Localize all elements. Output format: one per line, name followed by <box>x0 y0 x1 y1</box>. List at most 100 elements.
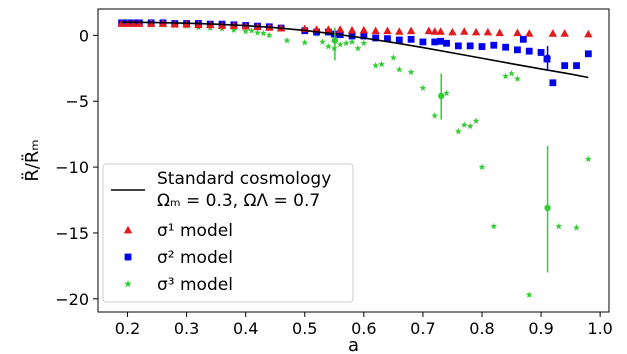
standard-cosmology-curve <box>121 21 589 79</box>
sigma3-point <box>573 224 580 231</box>
sigma2-point <box>407 35 415 43</box>
sigma3-point <box>407 68 415 76</box>
sigma3-point <box>389 54 397 61</box>
sigma3-point <box>283 37 291 44</box>
sigma3-point <box>301 38 309 46</box>
sigma1-point <box>584 29 593 38</box>
sigma3-point <box>443 89 450 97</box>
legend-label-sigma3-model: σ³ model <box>157 275 233 295</box>
legend-frame <box>102 163 354 303</box>
y-tick-label: −5 <box>65 92 89 111</box>
y-tick-label: −10 <box>55 158 89 177</box>
sigma1-point <box>430 27 439 35</box>
sigma2-point <box>549 79 557 87</box>
sigma1-point <box>347 25 357 34</box>
sigma3-point <box>472 117 480 124</box>
sigma3-point <box>431 112 439 119</box>
legend-star-swatch <box>124 280 132 288</box>
sigma2-point <box>490 41 498 49</box>
y-tick-label: −15 <box>55 224 89 243</box>
x-tick-label: 0.5 <box>292 319 317 338</box>
sigma1-point <box>525 29 534 37</box>
sigma3-point <box>254 29 261 36</box>
sigma3-point <box>525 291 533 298</box>
sigma3-point <box>259 29 267 37</box>
sigma1-point <box>483 27 493 36</box>
error-bar-center <box>438 92 445 100</box>
legend-square-swatch <box>124 253 132 261</box>
x-tick-label: 1.0 <box>587 319 612 338</box>
y-tick-label: −20 <box>55 290 89 309</box>
sigma1-point <box>395 27 404 35</box>
sigma3-point <box>372 62 380 69</box>
sigma2-point <box>395 36 403 44</box>
sigma2-point <box>537 49 545 56</box>
sigma2-point <box>502 43 510 51</box>
sigma2-point <box>431 38 439 46</box>
axes <box>93 8 610 317</box>
sigma3-point <box>478 163 486 170</box>
plot-frame <box>97 8 610 313</box>
sigma2-point <box>525 47 533 55</box>
y-tick-label: 0 <box>79 26 89 45</box>
sigma1-point <box>495 28 504 37</box>
sigma1-point <box>548 29 558 37</box>
sigma2-point <box>478 43 486 50</box>
sigma1-point <box>424 26 434 35</box>
sigma2-point <box>514 46 521 54</box>
x-tick-label: 0.3 <box>174 319 199 338</box>
x-tick-label: 0.2 <box>115 319 140 338</box>
error-bar-center <box>331 37 339 44</box>
sigma3-point <box>378 60 385 68</box>
sigma2-point <box>419 38 427 46</box>
x-tick-label: 0.6 <box>351 319 376 338</box>
sigma1-point <box>324 25 333 33</box>
legend-label-omega-parameters: Ωₘ = 0.3, ΩΛ = 0.7 <box>157 191 320 211</box>
sigma1-point <box>406 26 416 35</box>
sigma3-point <box>395 66 403 73</box>
sigma3-point <box>419 84 427 91</box>
x-tick-label: 0.9 <box>528 319 553 338</box>
sigma2-point <box>454 42 462 50</box>
sigma2-point <box>519 35 527 43</box>
sigma1-point <box>471 27 481 36</box>
sigma1-point <box>383 26 392 35</box>
sigma3-point <box>555 222 563 230</box>
error-bar-center <box>544 204 551 212</box>
sigma2-point <box>372 34 380 42</box>
sigma3-point <box>324 42 332 50</box>
sigma2-point <box>443 39 450 47</box>
sigma3-point <box>248 27 256 34</box>
x-tick-label: 0.7 <box>410 319 435 338</box>
sigma1-point <box>117 19 126 27</box>
sigma3-point <box>265 31 273 39</box>
sigma1-point <box>513 28 522 37</box>
tick-labels: 0.2 0.3 0.4 0.5 0.6 0.7 0.8 0.9 1.0 0 −5 −10 −15 −20 <box>55 26 613 338</box>
sigma1-point <box>336 25 345 33</box>
sigma3-point <box>319 38 326 45</box>
sigma3-point <box>336 40 344 48</box>
sigma3-point <box>460 121 468 128</box>
sigma3-point <box>354 44 362 52</box>
sigma2-point <box>437 37 445 45</box>
y-axis-label: R̈/R̈ₘ <box>22 139 43 181</box>
sigma2-point <box>573 62 580 70</box>
error-bar-center <box>544 54 551 61</box>
sigma3-point <box>514 75 521 82</box>
sigma3-point <box>242 27 250 35</box>
sigma3-point <box>466 122 474 130</box>
sigma1-point <box>371 26 380 35</box>
sigma2-point <box>561 62 569 70</box>
sigma2-point <box>360 32 368 40</box>
sigma1-point <box>460 27 469 35</box>
legend: Standard cosmology Ωₘ = 0.3, ΩΛ = 0.7 σ¹… <box>102 163 354 303</box>
sigma1-point <box>560 29 569 37</box>
sigma3-point <box>348 38 356 45</box>
sigma1-point <box>359 25 369 34</box>
sigma1-point <box>448 27 457 36</box>
sigma1-point <box>436 27 445 35</box>
sigma3-point <box>454 127 462 135</box>
plot-area <box>117 19 593 298</box>
sigma3-point <box>584 155 592 163</box>
